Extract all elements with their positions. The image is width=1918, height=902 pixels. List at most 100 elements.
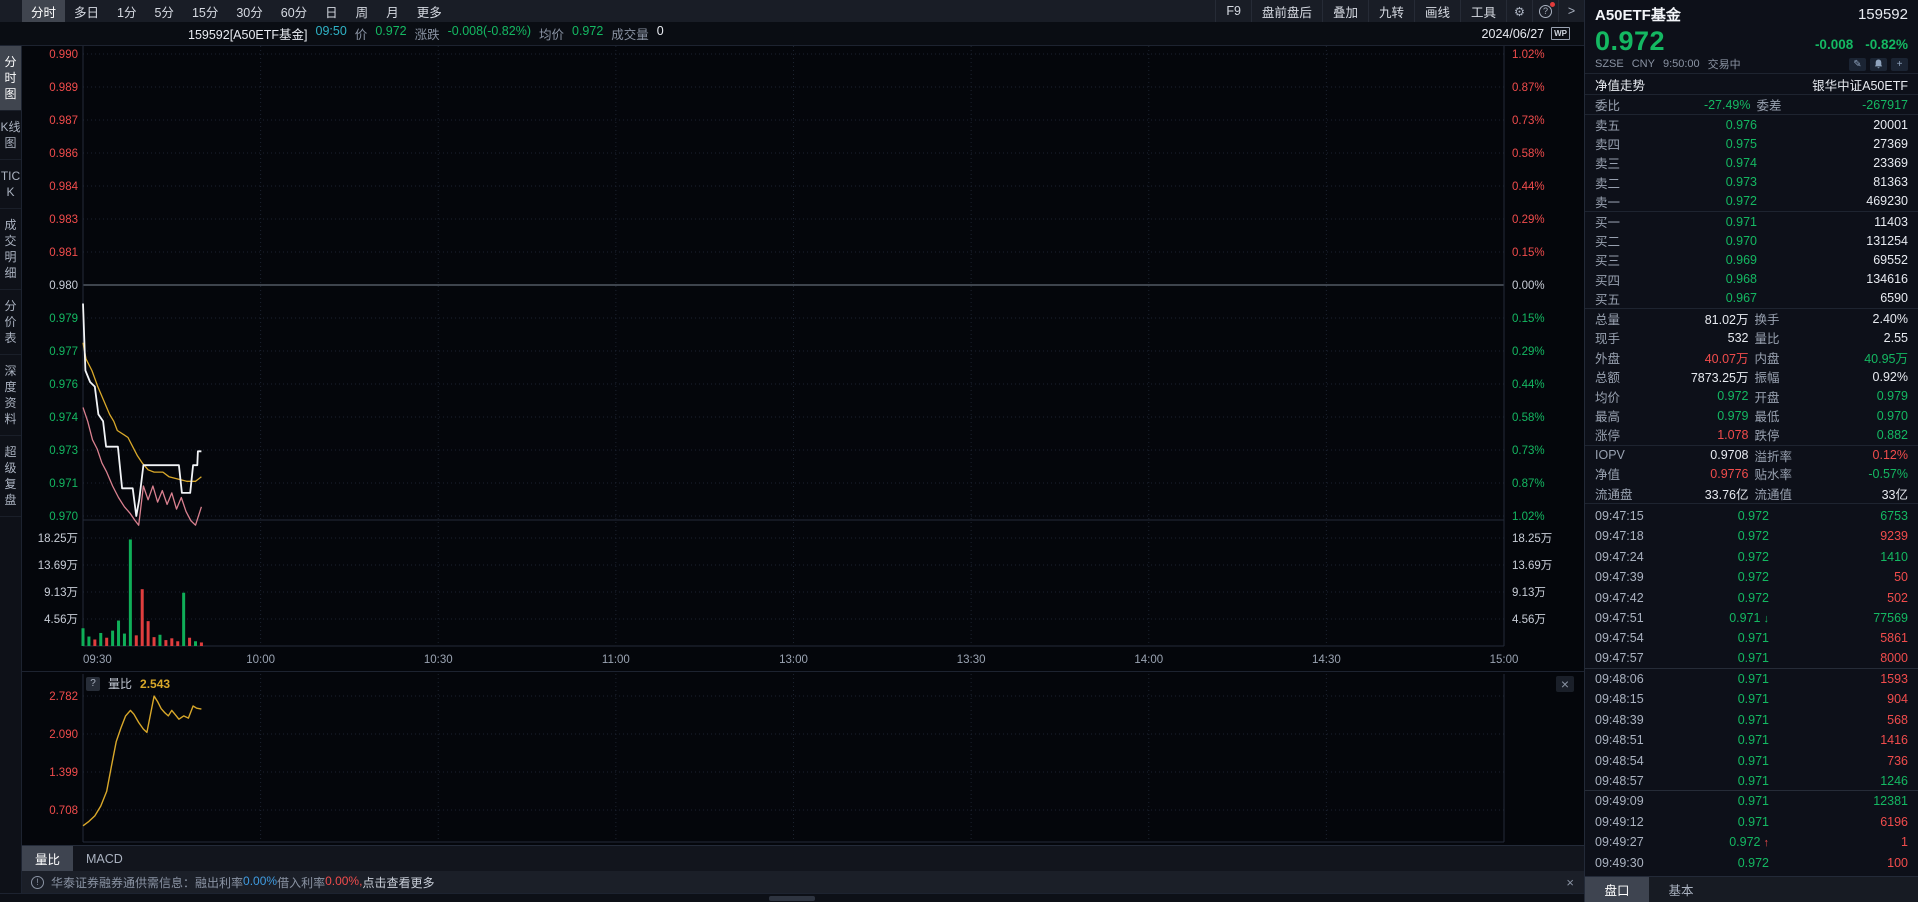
time-axis-label: 09:30 xyxy=(83,654,112,666)
sidebar-item-4[interactable]: 分价表 xyxy=(0,290,21,355)
tick-price: 0.972 xyxy=(1738,570,1769,584)
info-bar-seg-4: 0.00%, xyxy=(325,874,362,891)
toolbar-menu-item-4[interactable]: 画线 xyxy=(1414,0,1460,22)
timeframe-tab-0[interactable]: 分时 xyxy=(22,0,65,22)
panel-tab-1[interactable]: 基本 xyxy=(1649,877,1713,902)
ask-row[interactable]: 卖五0.97620001 xyxy=(1585,115,1918,134)
tick-row-1: 09:47:180.9729239 xyxy=(1585,526,1918,546)
tick-time: 09:48:39 xyxy=(1595,713,1665,727)
ask-row[interactable]: 卖三0.97423369 xyxy=(1585,153,1918,172)
toolbar-menu-item-1[interactable]: 盘前盘后 xyxy=(1251,0,1322,22)
bid-label: 买五 xyxy=(1595,289,1645,308)
tick-price-cell: 0.971 xyxy=(1665,733,1769,747)
volume-bar xyxy=(188,638,191,646)
price-change: -0.008 -0.82% xyxy=(1815,37,1908,55)
indicator-axis-label: 2.782 xyxy=(49,691,78,703)
tick-price: 0.971 xyxy=(1738,651,1769,665)
sidebar-item-6[interactable]: 超级复盘 xyxy=(0,436,21,517)
tick-price: 0.971 xyxy=(1738,713,1769,727)
bid-row[interactable]: 买四0.968134616 xyxy=(1585,270,1918,289)
timeframe-tab-10[interactable]: 更多 xyxy=(408,0,451,22)
percent-axis-label: 0.44% xyxy=(1512,181,1545,193)
stat-label: 内盘 xyxy=(1749,348,1811,367)
edit-pencil-icon[interactable]: ✎ xyxy=(1849,58,1866,71)
toolbar-menu-item-3[interactable]: 九转 xyxy=(1368,0,1414,22)
symbol-info-segments: 159592[A50ETF基金]09:50价0.972涨跌-0.008(-0.8… xyxy=(188,24,672,43)
price-axis-label: 0.973 xyxy=(49,445,78,457)
panel-tab-0[interactable]: 盘口 xyxy=(1585,877,1649,902)
percent-axis-label: 0.73% xyxy=(1512,115,1545,127)
ask-row[interactable]: 卖四0.97527369 xyxy=(1585,134,1918,153)
price-axis-label: 0.987 xyxy=(49,115,78,127)
bid-row[interactable]: 买五0.9676590 xyxy=(1585,289,1918,308)
time-axis-label: 10:00 xyxy=(246,654,275,666)
stat-value: 2.55 xyxy=(1811,331,1909,345)
price-axis-label: 0.976 xyxy=(49,379,78,391)
symbol-info-seg-3: 0.972 xyxy=(375,24,406,43)
time-axis-label: 13:30 xyxy=(957,654,986,666)
stat-value: 40.07万 xyxy=(1651,348,1749,367)
indicator-axis-label: 0.708 xyxy=(49,805,78,817)
intraday-price-chart[interactable]: 0.9901.02%0.9890.87%0.9870.73%0.9860.58%… xyxy=(22,46,1583,671)
info-bar-text: 华泰证券融券通供需信息： 融出利率 0.00% 借入利率 0.00%, 点击查看… xyxy=(51,874,434,891)
indicator-tab-1[interactable]: MACD xyxy=(73,846,136,871)
stat-label: 流通盘 xyxy=(1595,484,1651,503)
sidebar-item-5[interactable]: 深度资料 xyxy=(0,355,21,436)
wp-monitor-icon[interactable]: WP xyxy=(1551,27,1570,40)
symbol-info-seg-5: -0.008(-0.82%) xyxy=(448,24,531,43)
bid-row[interactable]: 买三0.96969552 xyxy=(1585,250,1918,269)
subchart-close-button[interactable]: × xyxy=(1556,676,1574,692)
sidebar-item-2[interactable]: TICK xyxy=(0,160,21,209)
sidebar-item-1[interactable]: K线图 xyxy=(0,111,21,160)
timeframe-tab-4[interactable]: 15分 xyxy=(183,0,227,22)
tick-price: 0.971 xyxy=(1738,815,1769,829)
timeframe-tab-5[interactable]: 30分 xyxy=(227,0,271,22)
panel-drag-handle[interactable] xyxy=(769,896,815,901)
bid-row[interactable]: 买一0.97111403 xyxy=(1585,212,1918,231)
tick-row-14: 09:49:090.97112381 xyxy=(1585,791,1918,811)
close-icon: × xyxy=(1561,676,1569,692)
sidebar-item-3[interactable]: 成交明细 xyxy=(0,209,21,290)
price-axis-label: 0.983 xyxy=(49,214,78,226)
tick-price: 0.971 xyxy=(1738,794,1769,808)
timeframe-tab-9[interactable]: 月 xyxy=(377,0,408,22)
stat-value: 40.95万 xyxy=(1811,348,1909,367)
timeframe-tab-3[interactable]: 5分 xyxy=(145,0,182,22)
ask-row[interactable]: 卖二0.97381363 xyxy=(1585,173,1918,192)
toolbar-menu-item-5[interactable]: 工具 xyxy=(1460,0,1506,22)
tick-row-10: 09:48:390.971568 xyxy=(1585,710,1918,730)
nav-trend-row[interactable]: 净值走势 银华中证A50ETF xyxy=(1585,73,1918,95)
tick-time: 09:48:15 xyxy=(1595,692,1665,706)
timeframe-tab-1[interactable]: 多日 xyxy=(65,0,108,22)
stat-label: 涨停 xyxy=(1595,425,1651,444)
add-watchlist-icon[interactable]: + xyxy=(1891,58,1908,71)
time-axis-label: 10:30 xyxy=(424,654,453,666)
info-bar-seg-5[interactable]: 点击查看更多 xyxy=(362,874,434,891)
toolbar-expand-chevron[interactable]: > xyxy=(1558,0,1584,22)
subchart-header: ? 量比 2.543 xyxy=(86,675,170,692)
indicator-tab-0[interactable]: 量比 xyxy=(22,846,73,871)
ask-row[interactable]: 卖一0.972469230 xyxy=(1585,192,1918,211)
bid-price: 0.969 xyxy=(1645,253,1757,267)
timeframe-tab-8[interactable]: 周 xyxy=(347,0,378,22)
alert-bell-icon[interactable] xyxy=(1870,58,1887,71)
stat-value: 2.40% xyxy=(1811,312,1909,326)
tick-price-cell: 0.971 xyxy=(1665,713,1769,727)
toolbar-menu-item-0[interactable]: F9 xyxy=(1215,0,1251,22)
sidebar-item-0[interactable]: 分时图 xyxy=(0,46,21,111)
timeframe-tab-7[interactable]: 日 xyxy=(316,0,347,22)
stat-label: 振幅 xyxy=(1749,367,1811,386)
settings-gear-icon[interactable]: ⚙ xyxy=(1506,0,1532,22)
tick-trade-list[interactable]: 09:47:150.972675309:47:180.972923909:47:… xyxy=(1585,503,1918,876)
infobar-close-button[interactable]: × xyxy=(1566,875,1574,890)
timeframe-tab-2[interactable]: 1分 xyxy=(108,0,145,22)
toolbar-menu-item-2[interactable]: 叠加 xyxy=(1322,0,1368,22)
bid-row[interactable]: 买二0.970131254 xyxy=(1585,231,1918,250)
indicator-help-icon[interactable]: ? xyxy=(86,677,100,691)
indicator-subchart[interactable]: 2.7822.0901.3990.708 ? 量比 2.543 × xyxy=(22,671,1584,845)
help-button[interactable]: ? xyxy=(1532,0,1558,22)
timeframe-tab-6[interactable]: 60分 xyxy=(272,0,316,22)
weibi-row: 委比 -27.49% 委差 -267917 xyxy=(1585,95,1918,115)
volume-bar xyxy=(123,634,126,646)
liangbi-line xyxy=(83,696,201,826)
